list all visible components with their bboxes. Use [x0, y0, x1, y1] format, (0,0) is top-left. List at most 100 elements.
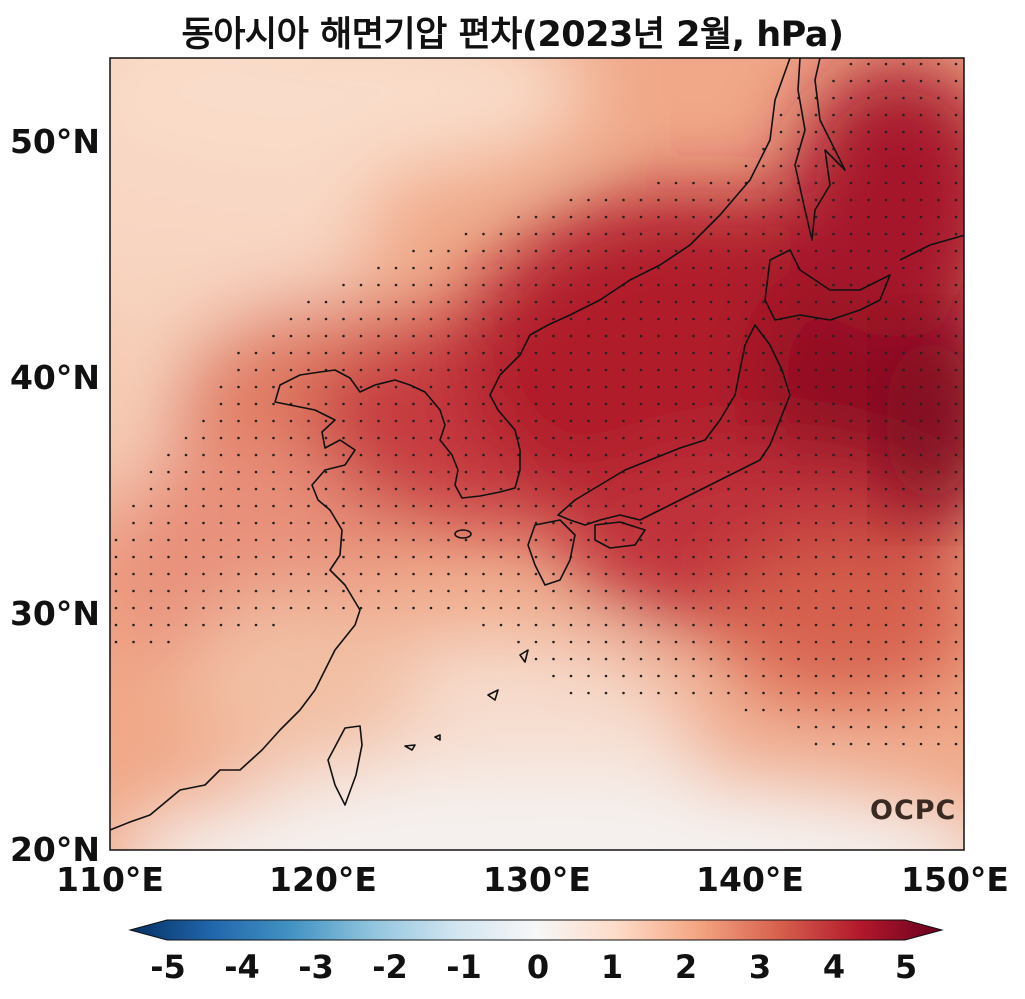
- stipple-dot: [692, 249, 695, 253]
- stipple-dot: [797, 232, 800, 236]
- stipple-dot: [797, 487, 800, 491]
- stipple-dot: [552, 674, 555, 678]
- stipple-dot: [779, 691, 783, 695]
- stipple-dot: [937, 164, 940, 168]
- stipple-dot: [517, 487, 520, 491]
- stipple-dot: [464, 300, 468, 304]
- stipple-dot: [814, 181, 818, 185]
- stipple-dot: [622, 674, 625, 678]
- stipple-dot: [622, 589, 625, 593]
- stipple-dot: [254, 385, 258, 389]
- stipple-dot: [394, 572, 398, 576]
- stipple-dot: [902, 436, 905, 440]
- stipple-dot: [482, 334, 485, 338]
- stipple-dot: [884, 708, 888, 712]
- stipple-dot: [272, 334, 275, 338]
- lat-tick-label: 30°N: [9, 594, 100, 633]
- stipple-dot: [709, 521, 713, 525]
- stipple-dot: [289, 555, 293, 559]
- stipple-dot: [954, 62, 958, 66]
- stipple-dot: [814, 623, 818, 627]
- stipple-dot: [744, 419, 748, 423]
- stipple-dot: [919, 674, 923, 678]
- stipple-dot: [307, 589, 310, 593]
- stipple-dot: [762, 385, 765, 389]
- stipple-dot: [779, 589, 783, 593]
- stipple-dot: [709, 555, 713, 559]
- stipple-dot: [692, 436, 695, 440]
- stipple-dot: [517, 300, 520, 304]
- stipple-dot: [604, 470, 608, 474]
- colorbar-tick-label: 0: [526, 948, 550, 986]
- stipple-dot: [149, 521, 153, 525]
- stipple-dot: [884, 572, 888, 576]
- stipple-dot: [674, 487, 678, 491]
- stipple-dot: [902, 96, 905, 100]
- stipple-dot: [464, 521, 468, 525]
- stipple-dot: [692, 368, 695, 372]
- stipple-dot: [937, 62, 940, 66]
- stipple-dot: [254, 606, 258, 610]
- stipple-dot: [692, 521, 695, 525]
- stipple-dot: [849, 368, 853, 372]
- stipple-dot: [359, 572, 363, 576]
- stipple-dot: [587, 419, 590, 423]
- stipple-dot: [709, 317, 713, 321]
- stipple-dot: [447, 351, 450, 355]
- stipple-dot: [902, 334, 905, 338]
- stipple-dot: [412, 317, 415, 321]
- stipple-dot: [937, 113, 940, 117]
- stipple-dot: [814, 419, 818, 423]
- stipple-dot: [359, 283, 363, 287]
- stipple-dot: [797, 555, 800, 559]
- stipple-dot: [954, 181, 958, 185]
- stipple-dot: [954, 249, 958, 253]
- stipple-dot: [867, 419, 870, 423]
- stipple-dot: [727, 419, 730, 423]
- stipple-dot: [587, 555, 590, 559]
- stipple-dot: [184, 470, 188, 474]
- stipple-dot: [797, 572, 800, 576]
- stipple-dot: [727, 181, 730, 185]
- stipple-dot: [534, 572, 538, 576]
- stipple-dot: [587, 470, 590, 474]
- stipple-dot: [954, 334, 958, 338]
- stipple-dot: [552, 470, 555, 474]
- stipple-dot: [779, 300, 783, 304]
- stipple-dot: [902, 368, 905, 372]
- stipple-dot: [464, 402, 468, 406]
- stipple-dot: [167, 453, 170, 457]
- stipple-dot: [762, 606, 765, 610]
- stipple-dot: [552, 606, 555, 610]
- stipple-dot: [499, 283, 503, 287]
- stipple-dot: [849, 572, 853, 576]
- stipple-dot: [622, 504, 625, 508]
- stipple-dot: [709, 691, 713, 695]
- stipple-dot: [639, 623, 643, 627]
- stipple-dot: [832, 453, 835, 457]
- stipple-dot: [849, 385, 853, 389]
- stipple-dot: [657, 589, 660, 593]
- stipple-dot: [202, 572, 205, 576]
- stipple-dot: [429, 266, 433, 270]
- stipple-dot: [289, 351, 293, 355]
- stipple-dot: [534, 521, 538, 525]
- stipple-dot: [937, 249, 940, 253]
- stipple-dot: [534, 215, 538, 219]
- stipple-dot: [237, 538, 240, 542]
- stipple-dot: [202, 487, 205, 491]
- stipple-dot: [639, 504, 643, 508]
- stipple-dot: [464, 385, 468, 389]
- stipple-dot: [569, 385, 573, 389]
- stipple-dot: [132, 589, 135, 593]
- stipple-dot: [779, 232, 783, 236]
- stipple-dot: [394, 606, 398, 610]
- stipple-dot: [797, 249, 800, 253]
- stipple-dot: [902, 487, 905, 491]
- stipple-dot: [167, 623, 170, 627]
- stipple-dot: [622, 419, 625, 423]
- stipple-dot: [464, 249, 468, 253]
- stipple-dot: [709, 504, 713, 508]
- stipple-dot: [692, 317, 695, 321]
- stipple-dot: [569, 198, 573, 202]
